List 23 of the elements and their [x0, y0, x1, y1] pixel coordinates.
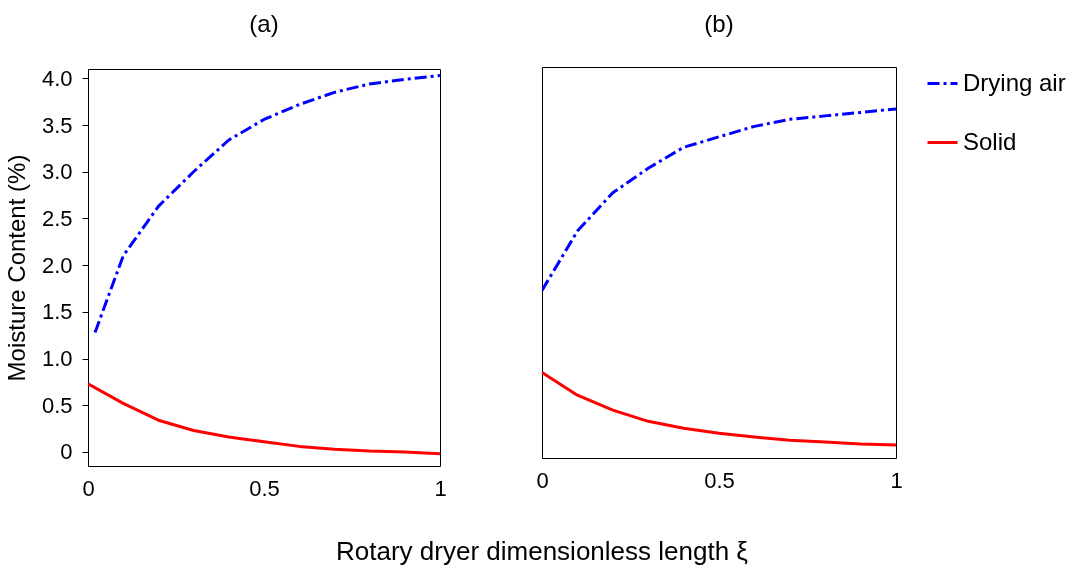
- y-tick-label: 0: [60, 439, 73, 465]
- legend-label: Drying air: [963, 68, 1066, 96]
- y-tick-label: 0.5: [41, 392, 73, 418]
- y-axis-title: Moisture Content (%): [2, 154, 30, 382]
- x-tick-label: 0.5: [249, 475, 280, 501]
- x-tick-label: 0: [82, 475, 95, 501]
- chart-title: (b): [704, 10, 734, 37]
- chart-title: (a): [249, 10, 279, 38]
- y-tick-label: 2.5: [41, 205, 73, 231]
- legend-label: Solid: [963, 127, 1017, 155]
- line-series: [93, 74, 440, 334]
- y-tick-label: 3.0: [41, 159, 73, 185]
- y-tick-label: 1.5: [41, 299, 73, 325]
- x-tick-label: 0.5: [704, 467, 735, 493]
- y-tick-label: 2.0: [41, 252, 73, 278]
- y-tick-label: 1.0: [41, 346, 73, 372]
- x-tick-label: 0: [536, 467, 549, 493]
- x-tick-label: 1: [890, 467, 903, 493]
- x-axis-title: Rotary dryer dimensionless length ξ: [335, 536, 749, 567]
- y-tick-label: 4.0: [41, 65, 73, 91]
- line-series: [88, 382, 440, 456]
- x-tick-label: 1: [434, 475, 447, 501]
- y-tick-label: 3.5: [41, 112, 73, 138]
